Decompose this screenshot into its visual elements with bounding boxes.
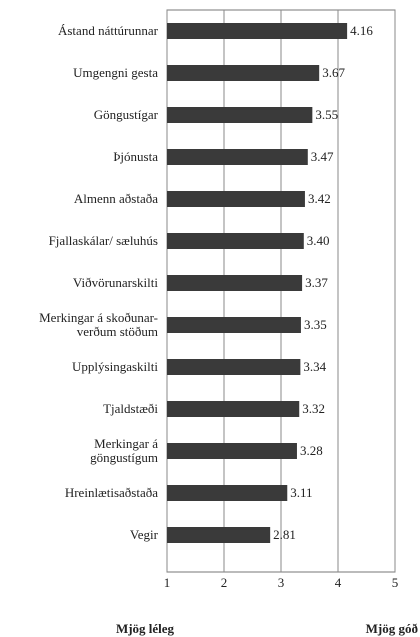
category-label: Göngustígar <box>93 107 158 122</box>
x-low-label: Mjög léleg <box>116 621 175 636</box>
x-tick-label: 1 <box>164 575 171 590</box>
bar <box>167 191 305 207</box>
bar <box>167 527 271 543</box>
x-tick-label: 5 <box>392 575 399 590</box>
category-label: Vegir <box>129 527 158 542</box>
x-tick-label: 2 <box>221 575 228 590</box>
category-label: Tjaldstæði <box>103 401 158 416</box>
x-high-label: Mjög góð <box>366 621 418 636</box>
bar <box>167 359 301 375</box>
bar <box>167 233 304 249</box>
value-label: 3.47 <box>311 149 334 164</box>
value-label: 3.42 <box>308 191 331 206</box>
category-label: Fjallaskálar/ sæluhús <box>48 233 158 248</box>
category-label: Ástand náttúrunnar <box>57 23 158 38</box>
value-label: 4.16 <box>350 23 373 38</box>
value-label: 3.35 <box>304 317 327 332</box>
value-label: 3.37 <box>305 275 328 290</box>
bar <box>167 149 308 165</box>
bar <box>167 317 301 333</box>
bar <box>167 275 303 291</box>
value-label: 3.40 <box>307 233 330 248</box>
value-label: 3.67 <box>322 65 345 80</box>
x-tick-label: 3 <box>278 575 285 590</box>
category-label: Hreinlætisaðstaða <box>64 485 158 500</box>
category-label: Þjónusta <box>113 149 158 164</box>
bar <box>167 107 313 123</box>
bar <box>167 485 288 501</box>
category-label: Merkingar á skoðunar- verðum stöðum <box>39 310 158 339</box>
category-label: Almenn aðstaða <box>73 191 158 206</box>
bar <box>167 65 320 81</box>
category-label: Upplýsingaskilti <box>72 359 158 374</box>
bar <box>167 23 348 39</box>
value-label: 2.81 <box>273 527 296 542</box>
value-label: 3.55 <box>315 107 338 122</box>
category-label: Merkingar á göngustígum <box>90 436 158 465</box>
value-label: 3.32 <box>302 401 325 416</box>
category-label: Viðvörunarskilti <box>72 275 158 290</box>
value-label: 3.34 <box>303 359 326 374</box>
bar <box>167 443 297 459</box>
value-label: 3.11 <box>290 485 312 500</box>
x-tick-label: 4 <box>335 575 342 590</box>
bar <box>167 401 300 417</box>
value-label: 3.28 <box>300 443 323 458</box>
category-label: Umgengni gesta <box>73 65 158 80</box>
